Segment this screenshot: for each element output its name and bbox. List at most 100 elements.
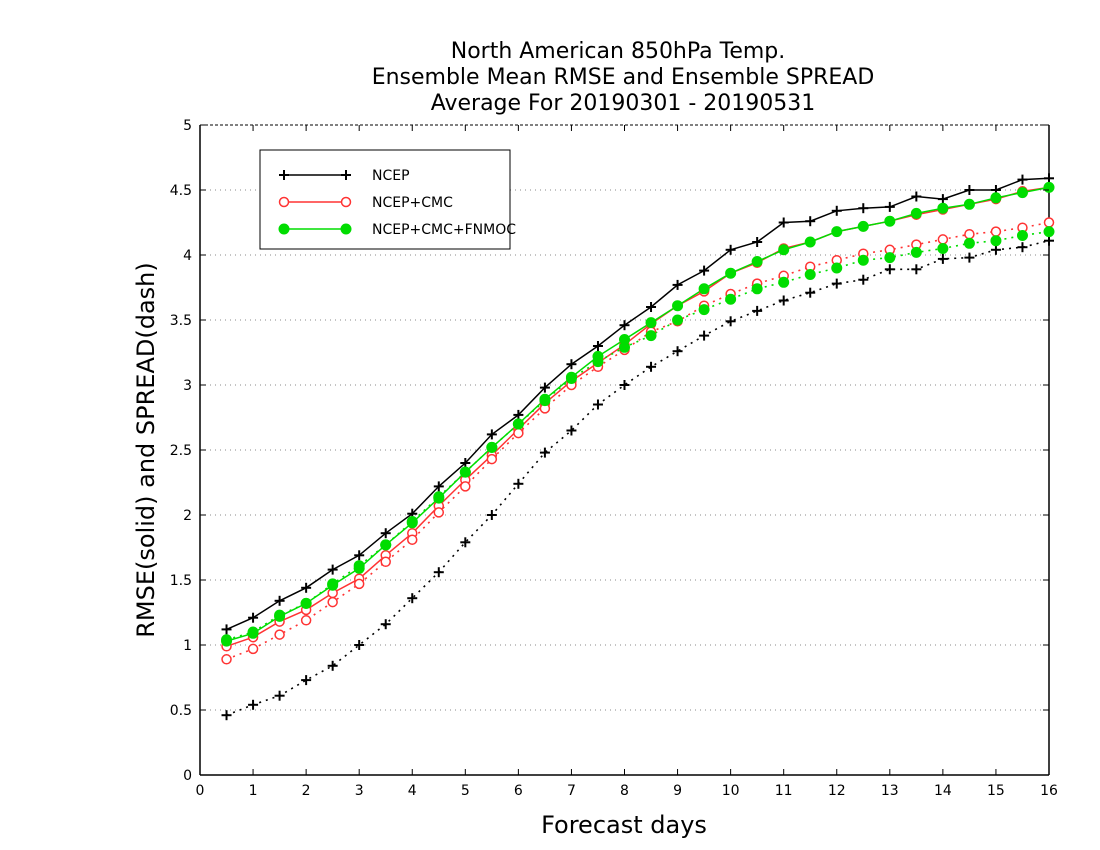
series-1-point-29 <box>990 244 1001 255</box>
chart-title-line-2: Ensemble Mean RMSE and Ensemble SPREAD <box>372 65 875 90</box>
series-5-point-14 <box>592 356 604 368</box>
series-5-point-1 <box>247 626 259 638</box>
chart-title-line-1: North American 850hPa Temp. <box>451 39 786 64</box>
series-1-point-24 <box>858 274 869 285</box>
series-0-point-28 <box>964 185 975 195</box>
x-tick-label-11: 11 <box>775 783 793 799</box>
legend-marker-left-0 <box>279 170 289 180</box>
series-0-point-11 <box>513 409 524 420</box>
series-0-point-16 <box>646 302 657 312</box>
series-3-point-10 <box>486 453 498 465</box>
series-1-point-31 <box>1044 235 1054 246</box>
series-lines <box>226 177 1050 716</box>
series-5-point-22 <box>804 269 816 280</box>
series-3-point-7 <box>407 534 418 545</box>
series-4-point-16 <box>645 317 657 329</box>
series-3-point-0 <box>221 654 232 665</box>
x-tick-label-6: 6 <box>514 783 523 799</box>
series-1-point-8 <box>433 567 444 578</box>
series-5-point-31 <box>1043 226 1055 238</box>
legend-marker-right-2 <box>340 223 352 235</box>
series-0-point-20 <box>752 237 763 247</box>
series-5-point-8 <box>433 491 445 503</box>
series-1-point-30 <box>1017 242 1028 253</box>
series-4-point-25 <box>884 215 896 227</box>
series-5-point-9 <box>459 466 471 478</box>
series-4-point-26 <box>910 207 922 219</box>
chart-title: North American 850hPa Temp. Ensemble Mea… <box>372 39 875 116</box>
series-4-point-28 <box>963 198 975 210</box>
series-5-point-5 <box>353 560 365 572</box>
chart-title-line-3: Average For 20190301 - 20190531 <box>431 91 816 116</box>
series-0-point-17 <box>672 279 683 290</box>
series-4-point-24 <box>857 220 869 232</box>
legend-label-2: NCEP+CMC+FNMOC <box>372 222 516 238</box>
series-1-point-27 <box>937 253 948 264</box>
series-5-point-20 <box>751 283 763 295</box>
series-1-point-9 <box>460 537 471 548</box>
x-tick-label-2: 2 <box>302 783 311 799</box>
series-0-point-18 <box>699 265 710 276</box>
series-5-point-13 <box>565 373 577 384</box>
series-5-point-29 <box>990 235 1002 247</box>
series-0-point-3 <box>301 582 312 593</box>
series-0-point-15 <box>619 320 630 331</box>
series-0-point-0 <box>221 624 232 635</box>
series-4-point-18 <box>698 283 710 295</box>
series-5-point-7 <box>406 516 418 527</box>
series-4-point-17 <box>672 300 684 312</box>
series-0-point-31 <box>1044 173 1054 184</box>
x-tick-label-13: 13 <box>881 783 899 799</box>
series-5-point-11 <box>512 418 524 430</box>
series-4-point-19 <box>725 267 737 279</box>
x-tick-label-0: 0 <box>196 783 205 799</box>
series-5-point-17 <box>672 314 684 326</box>
series-0-point-13 <box>566 359 577 370</box>
y-tick-label-4: 2 <box>183 508 192 524</box>
series-0-point-8 <box>433 481 444 492</box>
series-0-point-1 <box>248 612 259 623</box>
y-axis-ticks: 0 0.5 1 1.5 2 2.5 3 3.5 4 4.5 5 <box>170 118 1049 784</box>
series-1-point-26 <box>911 264 922 275</box>
series-0-point-12 <box>539 382 550 393</box>
y-tick-label-6: 3 <box>183 378 192 394</box>
series-1-point-7 <box>407 593 418 604</box>
series-1-point-6 <box>380 619 391 630</box>
series-5-point-26 <box>910 246 922 258</box>
series-3-point-9 <box>460 481 471 492</box>
series-4-point-30 <box>1016 187 1028 199</box>
series-1-point-1 <box>248 699 259 710</box>
series-1-point-17 <box>672 346 683 357</box>
y-tick-label-5: 2.5 <box>170 443 192 459</box>
x-axis-label: Forecast days <box>541 811 707 839</box>
x-tick-label-10: 10 <box>722 783 740 799</box>
series-5-point-19 <box>725 293 737 305</box>
series-1-point-5 <box>354 640 365 650</box>
series-1-point-18 <box>699 330 710 341</box>
series-4-point-31 <box>1043 181 1055 193</box>
series-1-point-21 <box>778 295 789 306</box>
series-5-point-25 <box>884 252 896 264</box>
series-3-point-27 <box>937 234 949 245</box>
legend-label-1: NCEP+CMC <box>372 195 453 211</box>
series-0-point-26 <box>911 191 922 202</box>
x-tick-label-4: 4 <box>408 783 417 799</box>
x-axis-ticks: 0 1 2 3 4 5 6 7 8 9 10 11 12 13 14 15 16 <box>196 125 1058 799</box>
series-1-point-20 <box>752 305 763 316</box>
series-0-point-27 <box>937 194 948 205</box>
legend-marker-left-1 <box>278 196 290 208</box>
series-5-point-16 <box>645 330 657 342</box>
series-0-point-4 <box>327 564 338 575</box>
y-tick-label-10: 5 <box>183 118 192 134</box>
y-tick-label-2: 1 <box>183 638 192 654</box>
series-5-point-4 <box>327 578 339 590</box>
series-3-point-8 <box>433 507 445 518</box>
series-1-point-25 <box>884 264 895 275</box>
y-tick-label-7: 3.5 <box>170 313 192 329</box>
series-0-point-25 <box>884 201 895 212</box>
series-5-point-18 <box>698 304 710 316</box>
series-1-point-11 <box>513 478 524 489</box>
series-5-point-30 <box>1016 230 1028 241</box>
series-1-point-4 <box>327 660 338 671</box>
